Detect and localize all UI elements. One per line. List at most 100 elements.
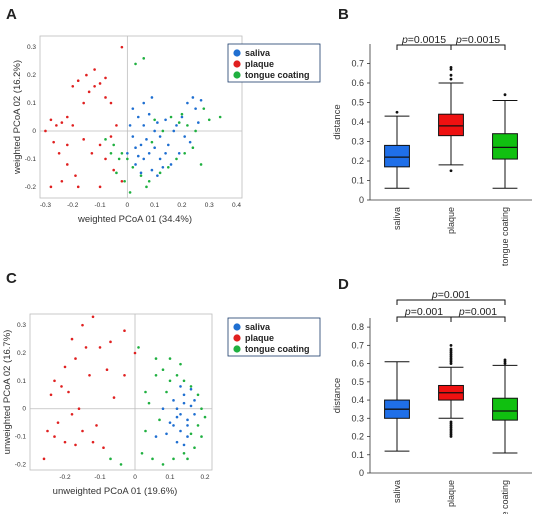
y-tick-label: 0.2 (351, 156, 364, 166)
data-point (74, 174, 77, 177)
data-point (186, 124, 189, 127)
outlier-point (449, 169, 453, 173)
data-point (87, 90, 91, 94)
x-axis-label: unweighted PCoA 01 (19.6%) (53, 486, 178, 497)
data-point (134, 146, 137, 150)
category-label: togue coating (500, 480, 510, 514)
data-point (193, 412, 196, 416)
y-tick-label: 0.7 (351, 340, 364, 350)
box (384, 144, 410, 168)
data-point (131, 107, 135, 110)
data-point (119, 463, 123, 466)
data-point (175, 373, 179, 377)
legend-box (227, 43, 321, 83)
data-point (207, 118, 211, 122)
data-point (126, 157, 129, 161)
data-point (104, 96, 107, 99)
y-tick-label: 0.5 (351, 377, 364, 387)
data-point (44, 129, 47, 133)
outlier-point (449, 435, 453, 438)
data-point (136, 154, 140, 158)
y-tick-label: 0 (359, 195, 364, 205)
data-point (194, 107, 197, 110)
y-tick-label: 0.3 (351, 137, 364, 147)
data-point (147, 152, 151, 155)
legend-label: saliva (245, 48, 271, 58)
category-label: tongue coating (500, 207, 510, 266)
data-point (67, 390, 70, 394)
data-point (93, 68, 96, 71)
x-tick-label: 0.2 (177, 202, 186, 209)
data-point (81, 323, 84, 327)
data-point (109, 340, 112, 344)
data-point (88, 373, 91, 377)
outlier-point (449, 73, 453, 77)
data-point (158, 157, 162, 161)
x-tick-label: 0.4 (232, 202, 241, 209)
data-point (117, 157, 121, 161)
data-point (65, 143, 69, 147)
data-point (186, 435, 189, 438)
data-point (182, 379, 186, 383)
category-label: saliva (392, 480, 402, 503)
scatter-plot-a: -0.3 -0.2 -0.1 0 0.1 0.2 0.3 0.4 -0.2 -0.1 0 0.1 0.2… (12, 35, 321, 225)
y-tick-label: 0.4 (351, 395, 364, 405)
data-point (189, 385, 193, 388)
data-point (186, 418, 189, 422)
data-point (144, 429, 147, 433)
data-point (115, 124, 118, 127)
data-point (194, 129, 197, 133)
data-point (172, 399, 175, 402)
y-axis-label: weighted PCoA 02 (16.2%) (12, 60, 23, 175)
data-point (153, 129, 156, 133)
data-point (81, 429, 84, 433)
data-point (60, 179, 64, 183)
legend-marker (233, 345, 241, 353)
data-point (93, 84, 96, 88)
legend-marker (233, 334, 241, 342)
significance-bracket (396, 299, 506, 305)
y-tick-label: 0.3 (17, 322, 26, 329)
data-point (104, 76, 107, 80)
outlier-point (449, 66, 453, 69)
data-point (131, 165, 135, 169)
y-tick-label: 0.6 (351, 78, 364, 88)
data-point (189, 432, 193, 436)
legend-label: saliva (245, 322, 271, 332)
data-point (150, 140, 154, 144)
data-point (164, 118, 167, 122)
data-point (76, 79, 80, 82)
y-axis-label: distance (332, 104, 343, 139)
data-point (182, 451, 186, 455)
data-point (153, 118, 156, 122)
data-point (71, 124, 75, 127)
data-point (150, 168, 154, 172)
data-point (105, 368, 109, 372)
data-point (53, 379, 56, 383)
data-point (193, 399, 196, 402)
x-tick-label: -0.1 (94, 474, 106, 481)
data-point (128, 124, 132, 127)
x-tick-label: 0 (126, 202, 130, 209)
outlier-point (503, 93, 507, 97)
data-point (77, 407, 81, 411)
data-point (177, 152, 181, 155)
box (492, 397, 518, 421)
scatter-plot-c: -0.2 -0.1 0 0.1 0.2 -0.2 -0.1 0 0.1 0.2 0.3 unweigh… (2, 313, 321, 497)
data-point (156, 121, 159, 124)
box-plot-b: 0 0.1 0.2 0.3 0.4 0.5 0.6 0.7 distance saliva plaq… (332, 34, 532, 266)
data-point (158, 135, 162, 138)
data-point (112, 143, 116, 147)
data-point (63, 440, 67, 444)
data-point (95, 424, 98, 427)
y-tick-label: 0.6 (351, 359, 364, 369)
y-axis-label: distance (332, 378, 343, 413)
data-point (188, 140, 192, 144)
data-point (166, 143, 170, 147)
data-point (139, 174, 143, 177)
y-tick-label: 0 (359, 468, 364, 478)
y-axis-label: unweighted PCoA 02 (16.7%) (2, 330, 13, 455)
data-point (158, 171, 162, 175)
data-point (112, 396, 116, 399)
data-point (199, 163, 203, 166)
